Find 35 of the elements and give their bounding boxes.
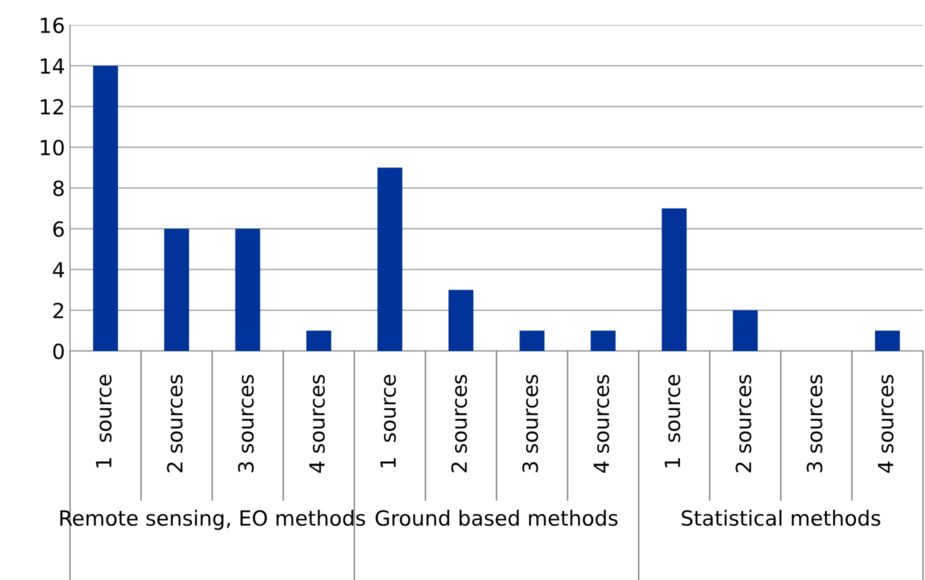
y-tick-label: 6: [53, 221, 64, 237]
x-tick-label: 4 sources: [878, 374, 894, 473]
x-tick-label: 3 sources: [522, 374, 538, 472]
x-tick-label: 2 sources: [166, 374, 183, 472]
y-tick-label: 8: [53, 180, 64, 196]
x-tick-label: 4 sources: [594, 374, 610, 473]
bar: [520, 330, 544, 351]
x-tick-label: 2 sources: [451, 374, 468, 472]
bar: [590, 330, 616, 351]
y-tick-label: 0: [53, 343, 64, 360]
bar: [875, 330, 900, 351]
x-tick-label: 2 sources: [736, 374, 752, 472]
y-tick-label: 10: [40, 140, 64, 156]
x-tick-label: 1 source: [664, 374, 680, 468]
y-tick-label: 16: [40, 17, 64, 34]
y-tick-label: 12: [40, 98, 64, 114]
x-tick-label: 1 source: [380, 374, 396, 468]
y-tick-label: 4: [52, 262, 64, 278]
text: Remote sensing, EO methods: [60, 510, 365, 530]
bar: [306, 330, 332, 351]
bar: [448, 290, 474, 351]
text: Statistical methods: [682, 510, 880, 526]
text: Ground based methods: [376, 510, 618, 526]
bar: [93, 66, 118, 351]
x-tick-label: 3 sources: [238, 374, 254, 472]
bar: [377, 168, 402, 351]
bar: [235, 228, 260, 351]
x-tick-label: 1 source: [96, 374, 112, 468]
y-tick-label: 14: [40, 58, 64, 74]
bar: [662, 208, 687, 351]
x-tick-label: 3 sources: [806, 374, 822, 472]
bar: [164, 228, 190, 351]
bar: [732, 310, 758, 351]
y-tick-label: 2: [53, 302, 64, 318]
x-tick-label: 4 sources: [309, 374, 325, 473]
